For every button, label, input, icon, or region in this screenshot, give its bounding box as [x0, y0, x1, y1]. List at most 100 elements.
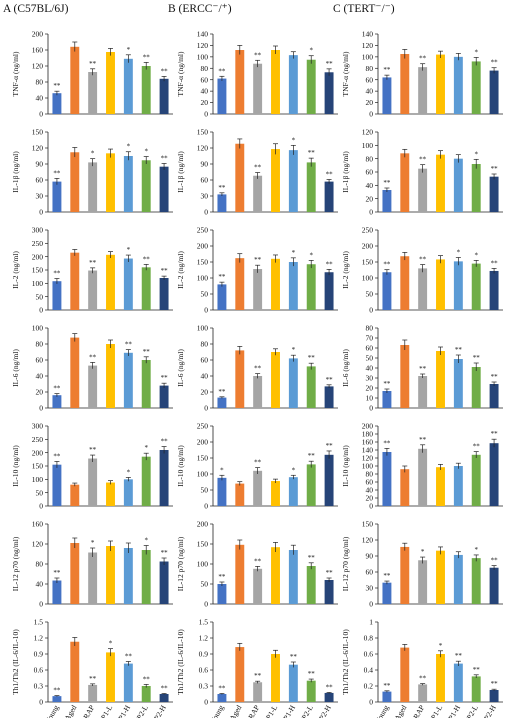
significance-mark: ** [125, 341, 133, 349]
significance-mark: * [292, 346, 296, 354]
y-tick-label: 140 [197, 30, 209, 39]
significance-mark: ** [218, 388, 226, 396]
y-tick-label: 50 [201, 290, 209, 299]
significance-mark: * [457, 249, 461, 257]
significance-mark: ** [89, 60, 97, 68]
significance-mark: ** [491, 59, 499, 67]
x-category-label: PRP2-H [478, 703, 499, 718]
bar-prp2-h [159, 385, 169, 408]
significance-mark: ** [89, 446, 97, 454]
y-axis-label: IL-1β (ng/ml) [176, 151, 185, 193]
significance-mark: * [474, 150, 478, 158]
chart-panel: B (ERCC⁻/⁺) 0 20 40 60 80 100 120 140 TNF-α (ng/m… [168, 3, 338, 119]
significance-mark: ** [218, 67, 226, 75]
bar-young [382, 190, 392, 212]
column-title: A (C57BL/6J) [3, 3, 69, 15]
significance-mark: ** [53, 169, 61, 177]
significance-mark: ** [161, 549, 169, 557]
bar-prp2-h [159, 450, 169, 506]
bar-prp1-l [271, 50, 280, 114]
y-tick-label: 0.3 [199, 682, 209, 691]
significance-mark: ** [218, 684, 226, 692]
y-tick-label: 200 [197, 438, 209, 447]
significance-mark: ** [53, 385, 61, 393]
bar-prp1-h [123, 548, 133, 604]
y-tick-label: 40 [366, 181, 374, 190]
bar-prp1-l [271, 654, 280, 702]
bar-prp1-l [271, 547, 280, 604]
significance-mark: ** [308, 554, 316, 562]
y-tick-label: 100 [197, 470, 209, 479]
bar-prp2-h [324, 181, 334, 212]
y-tick-label: 50 [366, 354, 374, 363]
bar-aged [70, 337, 80, 408]
bar-prp2-l [141, 267, 151, 310]
significance-mark: * [109, 640, 113, 648]
bar-rap [88, 365, 98, 408]
y-axis-label: Th1/Th2 (IL-6/IL-10) [11, 629, 20, 695]
x-category-label: PRP2-L [460, 703, 480, 718]
significance-mark: ** [308, 354, 316, 362]
y-tick-label: 0.9 [199, 650, 209, 659]
significance-mark: ** [383, 66, 391, 74]
y-tick-label: 0.3 [34, 682, 44, 691]
significance-mark: * [292, 249, 296, 257]
y-tick-label: 80 [36, 78, 44, 87]
significance-mark: ** [419, 256, 427, 264]
y-tick-label: 140 [362, 446, 374, 455]
x-category-label: PRP1-H [112, 703, 133, 718]
significance-mark: ** [53, 270, 61, 278]
significance-mark: ** [143, 348, 151, 356]
significance-mark: ** [383, 380, 391, 388]
bar-aged [70, 152, 80, 212]
bar-prp1-h [123, 156, 133, 212]
bar-prp2-h [324, 72, 334, 114]
y-tick-label: 160 [362, 438, 374, 447]
y-axis-label: IL-2 (ng/ml) [11, 251, 20, 289]
y-tick-label: 250 [197, 226, 209, 235]
bar-prp1-l [106, 52, 115, 114]
bar-prp2-h [489, 690, 499, 702]
y-tick-label: 140 [362, 30, 374, 39]
y-tick-label: 100 [362, 462, 374, 471]
significance-mark: ** [326, 569, 334, 577]
bar-young [52, 696, 62, 702]
significance-mark: ** [383, 682, 391, 690]
y-tick-label: 120 [197, 41, 209, 50]
y-tick-label: 80 [201, 340, 209, 349]
y-tick-label: 150 [362, 520, 374, 529]
x-category-label: Young [373, 703, 391, 718]
significance-mark: ** [419, 365, 427, 373]
significance-mark: * [292, 136, 296, 144]
bar-prp1-l [436, 654, 445, 702]
bar-young [382, 691, 392, 702]
bar-prp1-h [288, 55, 298, 114]
significance-mark: ** [161, 267, 169, 275]
bar-young [382, 272, 392, 310]
bar-prp2-h [324, 386, 334, 408]
significance-mark: ** [419, 675, 427, 683]
significance-mark: ** [254, 256, 262, 264]
x-category-label: PRP2-L [130, 703, 150, 718]
y-tick-label: 10 [366, 394, 374, 403]
bar-prp1-h [288, 262, 298, 310]
bar-prp2-h [324, 454, 334, 506]
x-category-label: PRP1-L [424, 703, 444, 718]
bar-rap [88, 72, 98, 114]
y-tick-label: 1.2 [199, 634, 209, 643]
y-tick-label: 200 [197, 242, 209, 251]
bar-young [52, 281, 62, 310]
bar-rap [418, 560, 428, 604]
y-tick-label: 200 [32, 30, 44, 39]
bar-aged [400, 153, 410, 212]
y-tick-label: 60 [201, 176, 209, 185]
bar-prp1-h [288, 477, 298, 506]
significance-mark: ** [161, 438, 169, 446]
bar-prp1-h [453, 158, 463, 212]
y-tick-label: 0 [369, 502, 373, 511]
